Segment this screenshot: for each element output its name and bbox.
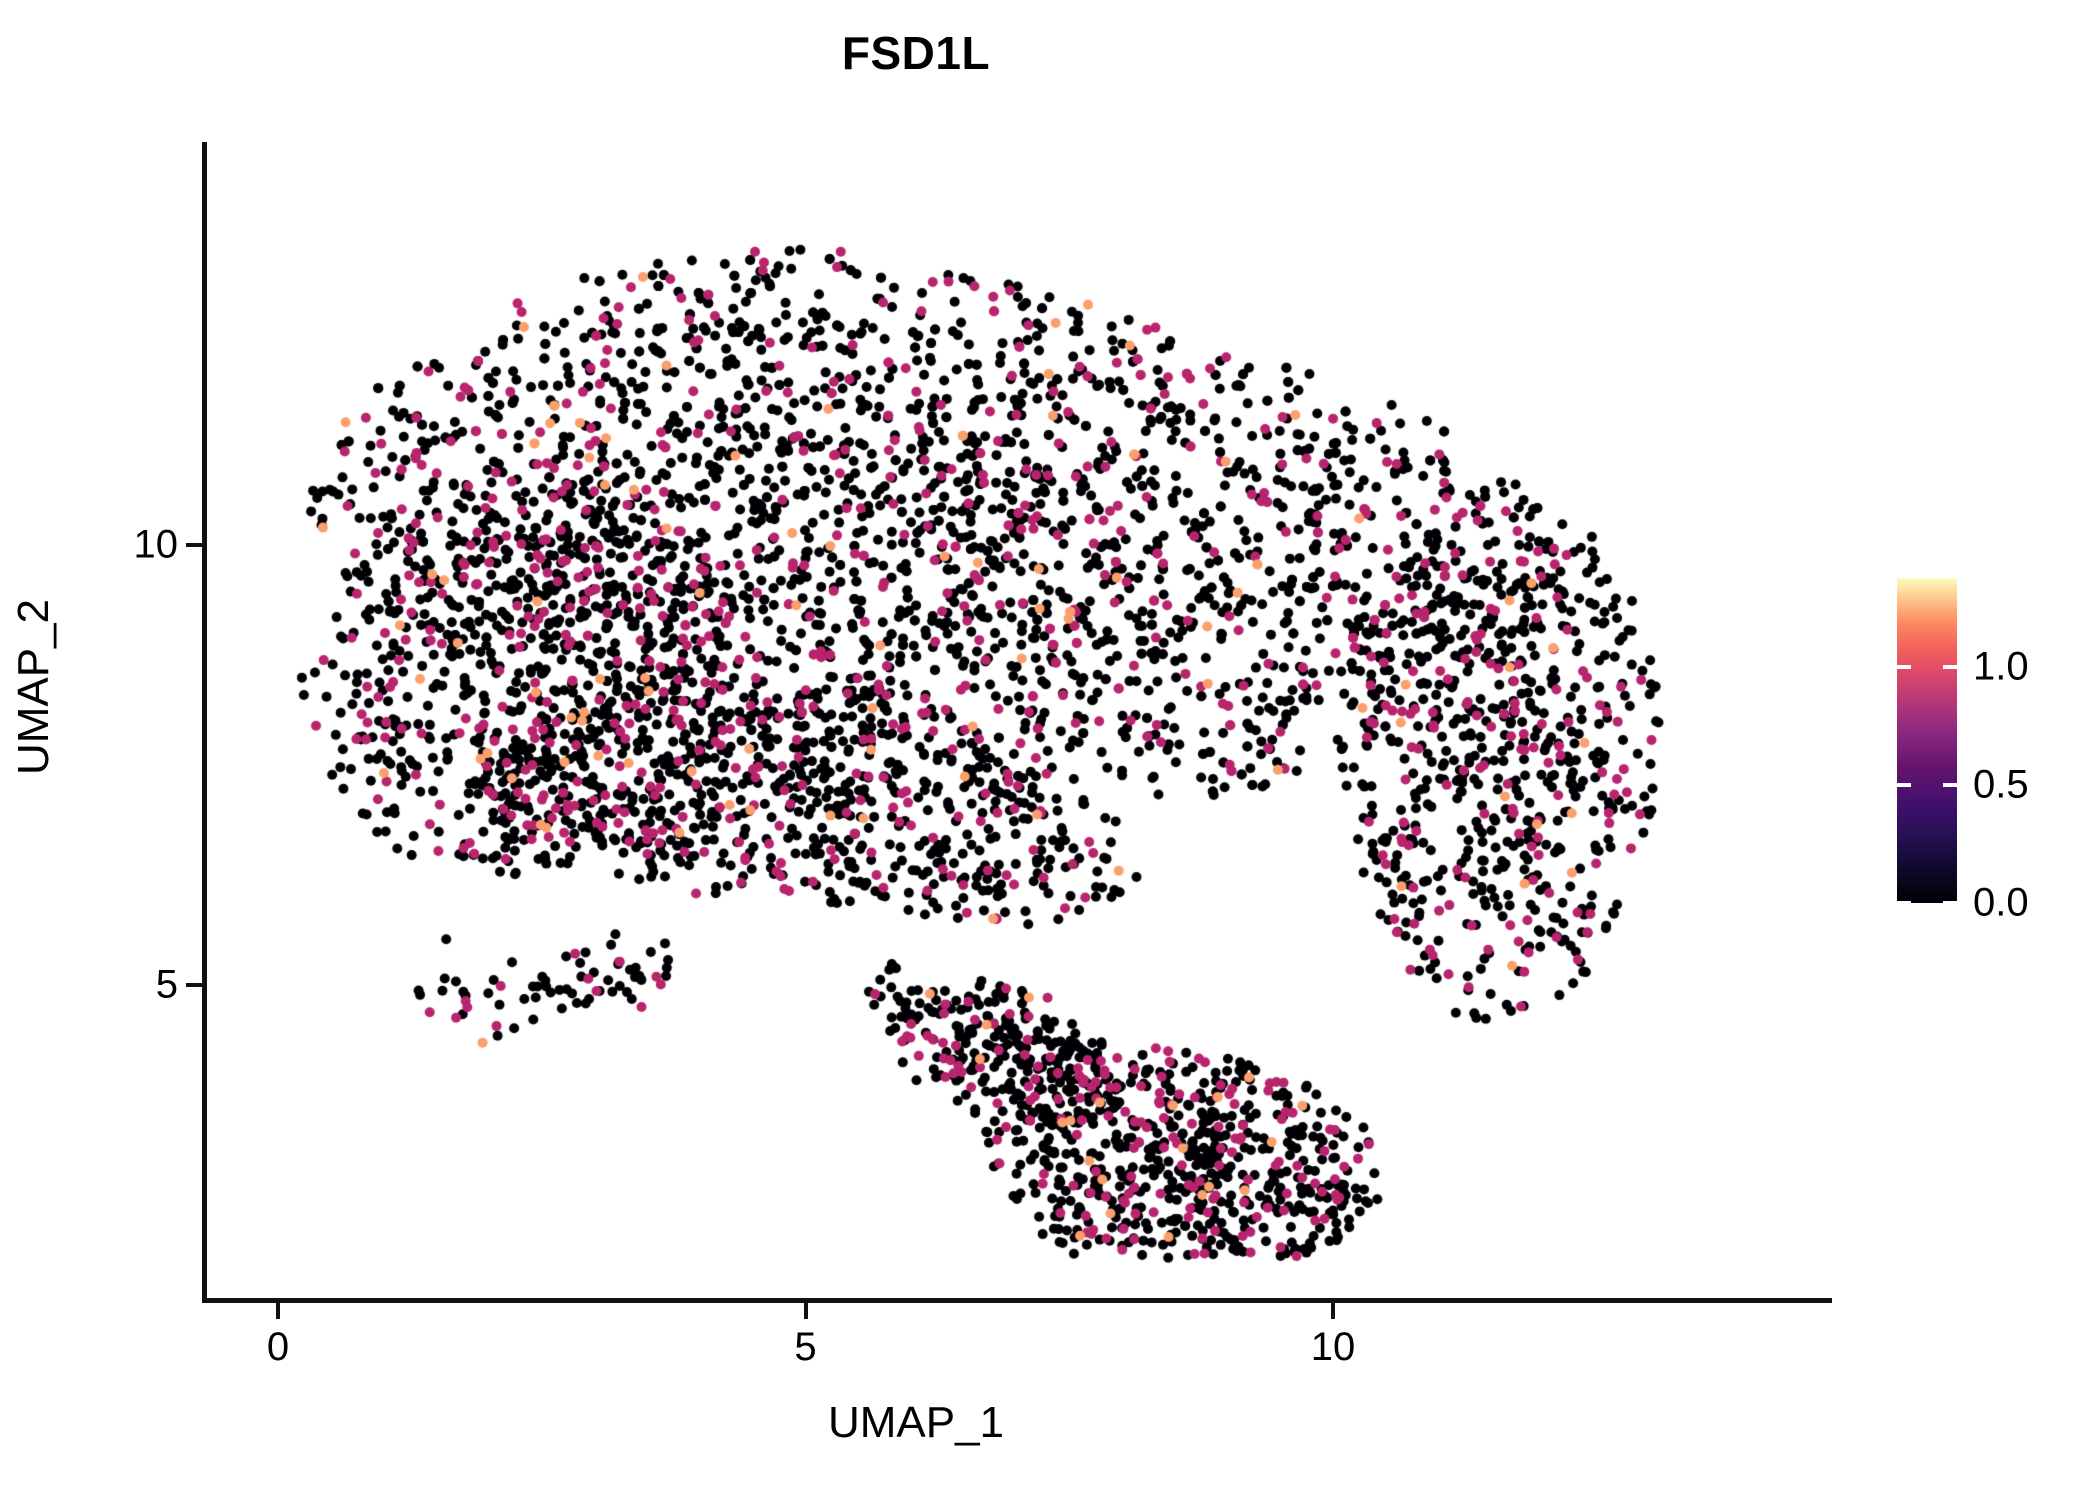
x-tick-label: 5 [794, 1325, 817, 1369]
colorbar-tick-mark [1897, 901, 1911, 905]
x-tick-label: 0 [266, 1325, 290, 1369]
y-axis-line [202, 142, 207, 1301]
scatter-plot-canvas [205, 142, 1832, 1301]
colorbar-tick-label: 0.5 [1973, 762, 2029, 807]
y-tick-mark [186, 543, 202, 547]
colorbar-tick-mark [1943, 901, 1957, 905]
x-axis-line [202, 1298, 1832, 1303]
colorbar-tick-label: 0.0 [1973, 880, 2029, 925]
x-axis-label: UMAP_1 [827, 1398, 1005, 1447]
y-tick-mark [186, 983, 202, 987]
x-tick-mark [803, 1303, 808, 1319]
plot-panel [205, 142, 1832, 1301]
y-axis-label: UMAP_2 [9, 598, 58, 776]
y-tick-label: 10 [133, 522, 179, 567]
x-tick-mark [276, 1303, 280, 1319]
colorbar-tick-mark [1897, 783, 1911, 788]
colorbar-tick-mark [1897, 665, 1911, 670]
colorbar-legend [1897, 578, 1957, 905]
x-tick-mark [1331, 1303, 1335, 1319]
colorbar-gradient [1897, 578, 1957, 905]
colorbar-tick-mark [1943, 783, 1957, 788]
y-tick-label: 5 [155, 962, 178, 1007]
colorbar-tick-label: 1.0 [1973, 644, 2029, 689]
colorbar-tick-mark [1943, 665, 1957, 670]
page-title: FSD1L [841, 27, 991, 79]
x-tick-label: 10 [1310, 1325, 1356, 1369]
